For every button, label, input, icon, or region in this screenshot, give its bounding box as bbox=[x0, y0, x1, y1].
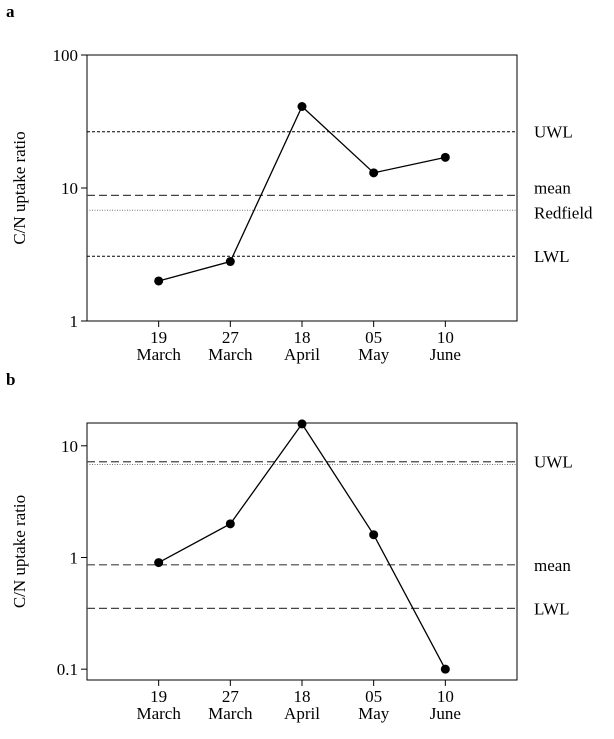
x-tick-label: 05 bbox=[365, 328, 382, 347]
data-point bbox=[154, 558, 164, 568]
x-tick-label: 27 bbox=[222, 328, 240, 347]
data-point bbox=[154, 276, 164, 286]
y-axis-label: C/N uptake ratio bbox=[10, 131, 29, 244]
x-tick-label: May bbox=[358, 345, 390, 364]
data-point bbox=[297, 101, 307, 111]
data-point bbox=[440, 664, 450, 674]
x-tick-label: May bbox=[358, 704, 390, 723]
x-tick-label: April bbox=[284, 704, 320, 723]
y-axis-label: C/N uptake ratio bbox=[10, 495, 29, 608]
y-tick-label: 1 bbox=[70, 312, 79, 331]
reference-label: mean bbox=[534, 556, 571, 575]
reference-label: LWL bbox=[534, 247, 570, 266]
reference-label: UWL bbox=[534, 123, 573, 142]
x-tick-label: June bbox=[430, 345, 461, 364]
x-tick-label: June bbox=[430, 704, 461, 723]
panel-label: b bbox=[6, 370, 15, 389]
reference-label: Redfield bbox=[534, 203, 593, 222]
y-tick-label: 1 bbox=[70, 548, 79, 567]
y-tick-label: 10 bbox=[61, 179, 78, 198]
x-tick-label: April bbox=[284, 345, 320, 364]
data-point bbox=[440, 152, 450, 162]
x-tick-label: 05 bbox=[365, 687, 382, 706]
x-tick-label: 27 bbox=[222, 687, 240, 706]
x-tick-label: March bbox=[136, 704, 181, 723]
reference-label: mean bbox=[534, 178, 571, 197]
plot-frame bbox=[86, 54, 518, 322]
x-tick-label: 19 bbox=[150, 687, 167, 706]
reference-label: LWL bbox=[534, 599, 570, 618]
x-tick-label: March bbox=[208, 704, 253, 723]
x-tick-label: 19 bbox=[150, 328, 167, 347]
data-point bbox=[225, 257, 235, 267]
y-tick-label: 0.1 bbox=[57, 660, 78, 679]
panel-label: a bbox=[6, 2, 15, 21]
x-tick-label: 18 bbox=[294, 687, 311, 706]
x-tick-label: 18 bbox=[294, 328, 311, 347]
data-point bbox=[225, 519, 235, 529]
x-tick-label: March bbox=[208, 345, 253, 364]
data-point bbox=[369, 168, 379, 178]
x-tick-label: 10 bbox=[437, 328, 454, 347]
data-point bbox=[297, 419, 307, 429]
data-line bbox=[158, 105, 446, 282]
x-tick-label: 10 bbox=[437, 687, 454, 706]
x-tick-label: March bbox=[136, 345, 181, 364]
data-line bbox=[158, 422, 446, 670]
reference-label: UWL bbox=[534, 453, 573, 472]
y-tick-label: 10 bbox=[61, 437, 78, 456]
data-point bbox=[369, 530, 379, 540]
y-tick-label: 100 bbox=[53, 46, 79, 65]
